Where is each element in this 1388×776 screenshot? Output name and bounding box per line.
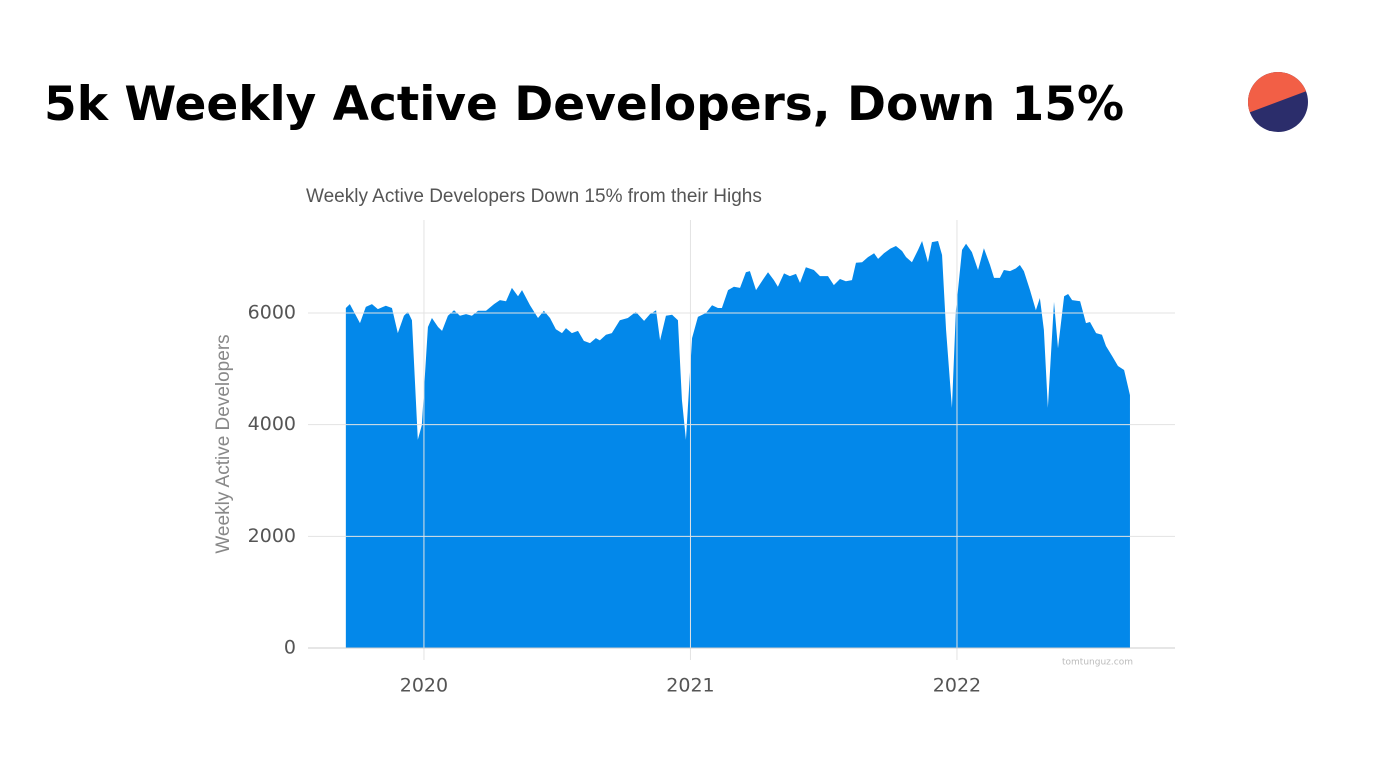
y-tick-label: 6000 — [248, 302, 296, 324]
logo — [1248, 72, 1308, 132]
x-tick-label: 2020 — [400, 675, 448, 697]
slide-title: 5k Weekly Active Developers, Down 15% — [44, 77, 1124, 132]
x-tick-label: 2021 — [666, 675, 714, 697]
x-tick-label: 2022 — [933, 675, 981, 697]
area — [345, 240, 1130, 648]
y-tick-label: 4000 — [248, 413, 296, 435]
chart-title: Weekly Active Developers Down 15% from t… — [306, 186, 762, 207]
y-axis-label: Weekly Active Developers — [213, 334, 234, 553]
watermark: tomtunguz.com — [1062, 658, 1133, 668]
y-tick-label: 0 — [284, 637, 296, 659]
y-tick-label: 2000 — [248, 525, 296, 547]
